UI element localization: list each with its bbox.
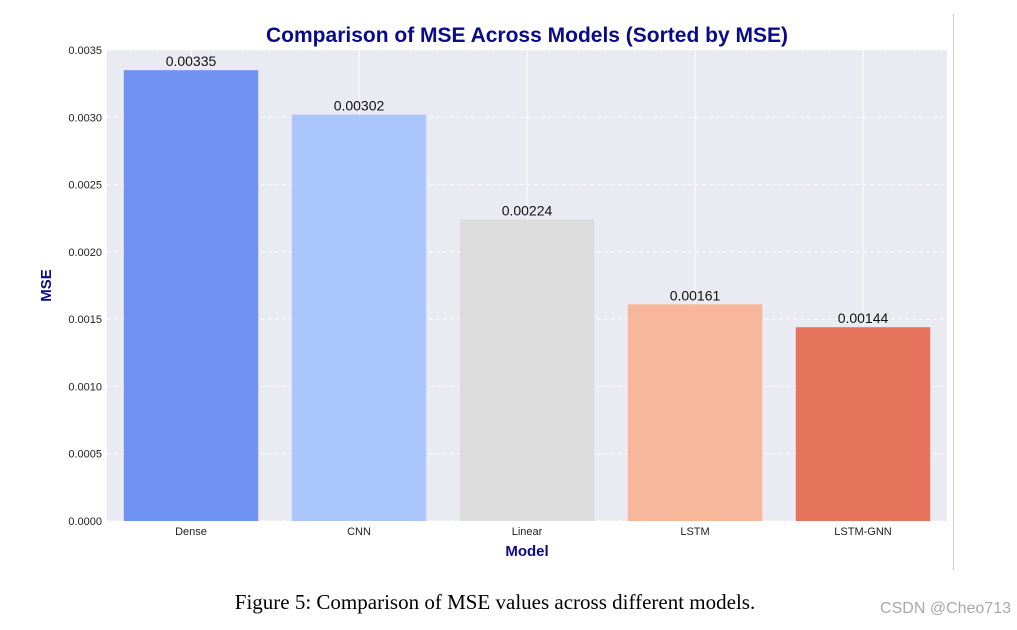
bar-value-label: 0.00224: [502, 203, 553, 219]
y-axis-ticks: 0.0000 0.0005 0.0010 0.0015 0.0020 0.0025 0.00…: [68, 45, 102, 528]
bar-value-label: 0.00144: [838, 310, 889, 326]
y-tick-label: 0.0020: [68, 247, 102, 259]
y-tick-label: 0.0015: [68, 314, 102, 326]
y-tick-label: 0.0010: [68, 381, 102, 393]
bar-lstm-gnn: [795, 327, 931, 521]
y-axis-label: MSE: [38, 269, 55, 302]
chart-title: Comparison of MSE Across Models (Sorted …: [266, 24, 788, 47]
bars: 0.00335 0.00302 0.00224 0.00161 0.00144: [123, 53, 931, 521]
bar-value-label: 0.00335: [166, 53, 217, 69]
x-tick-label: LSTM-GNN: [834, 526, 892, 538]
bar-cnn: [291, 114, 427, 521]
y-tick-label: 0.0000: [68, 516, 102, 528]
bar-value-label: 0.00302: [334, 98, 385, 114]
y-tick-label: 0.0030: [68, 112, 102, 124]
x-tick-label: Linear: [512, 526, 543, 538]
x-tick-label: CNN: [347, 526, 371, 538]
watermark: CSDN @Cheo713: [880, 600, 1011, 617]
bar-lstm: [627, 304, 763, 521]
x-tick-label: Dense: [175, 526, 207, 538]
x-tick-label: LSTM: [680, 526, 709, 538]
y-tick-label: 0.0035: [68, 45, 102, 57]
figure-caption: Figure 5: Comparison of MSE values acros…: [234, 590, 756, 614]
x-axis-ticks: Dense CNN Linear LSTM LSTM-GNN: [175, 526, 892, 538]
x-axis-label: Model: [505, 543, 548, 560]
y-tick-label: 0.0005: [68, 449, 102, 461]
page-divider: [953, 14, 954, 570]
bar-linear: [459, 219, 595, 521]
y-tick-label: 0.0025: [68, 180, 102, 192]
bar-dense: [123, 70, 259, 521]
bar-value-label: 0.00161: [670, 287, 721, 303]
